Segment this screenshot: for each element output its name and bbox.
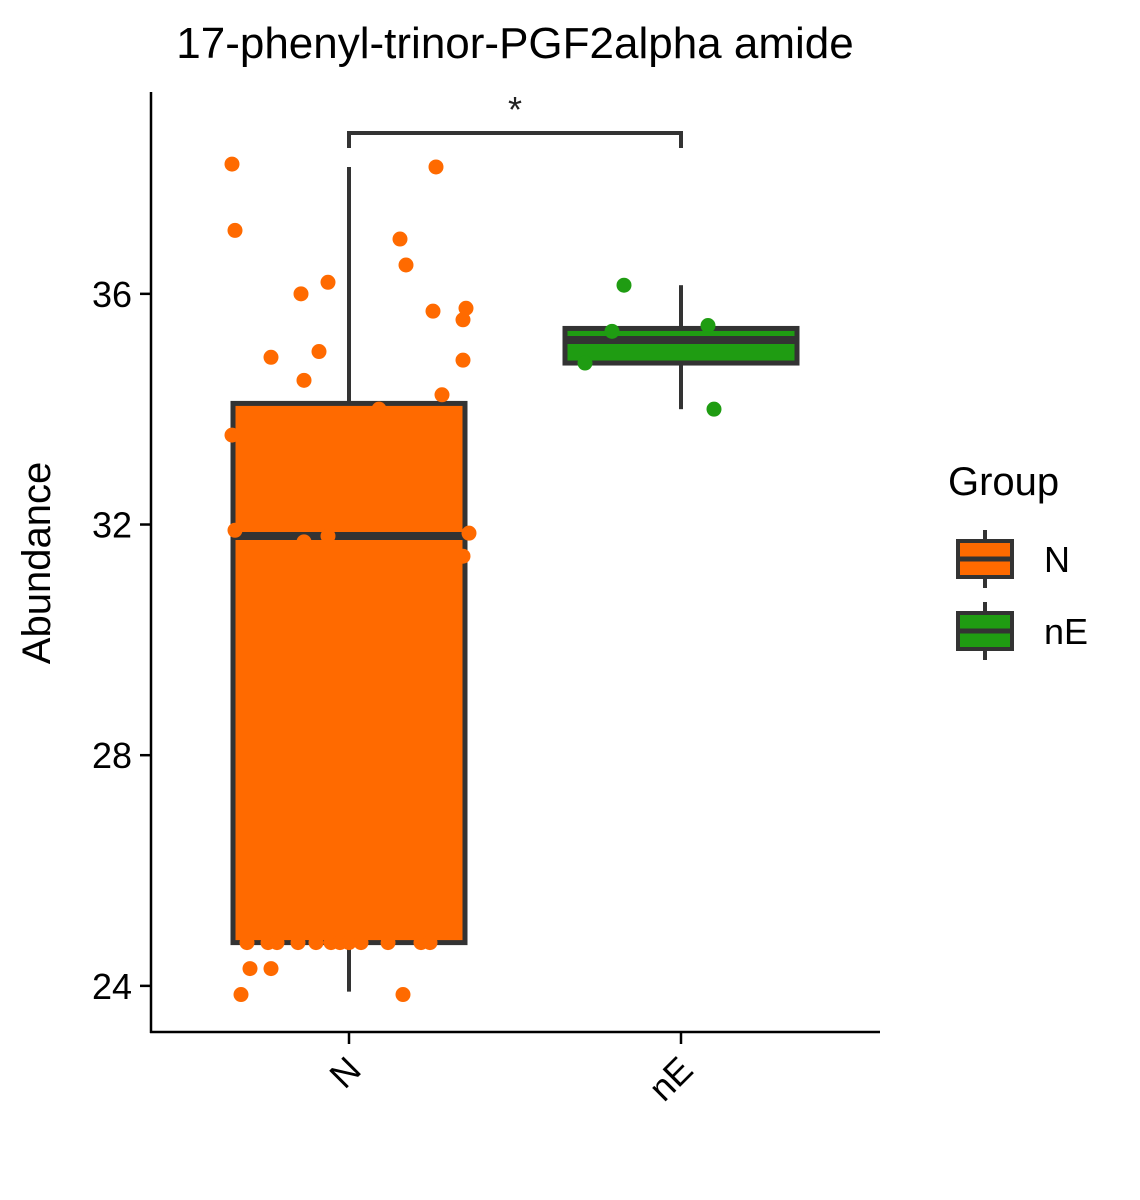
significance-label: * — [508, 89, 522, 130]
data-point — [428, 159, 444, 175]
data-point — [455, 548, 471, 564]
data-point — [616, 277, 632, 293]
box-group-ne — [562, 285, 800, 410]
box — [562, 325, 800, 366]
data-point — [353, 935, 369, 951]
data-point — [706, 401, 722, 417]
data-point — [434, 387, 450, 403]
data-point — [263, 961, 279, 977]
data-point — [242, 961, 258, 977]
x-tick-label: N — [321, 1049, 368, 1096]
data-point — [380, 935, 396, 951]
legend-label: nE — [1044, 611, 1088, 652]
y-axis-ticks: 24 28 32 36 — [92, 274, 151, 1007]
data-point — [341, 935, 357, 951]
data-point — [425, 303, 441, 319]
data-point — [398, 257, 414, 273]
data-point — [269, 935, 285, 951]
legend: Group NnE — [948, 460, 1088, 660]
data-point — [311, 344, 327, 360]
data-point — [700, 318, 716, 334]
data-point — [224, 427, 240, 443]
chart-title: 17-phenyl-trinor-PGF2alpha amide — [176, 19, 853, 68]
y-axis-label: Abundance — [15, 462, 59, 664]
data-point — [458, 300, 474, 316]
y-tick-label: 32 — [92, 505, 132, 546]
y-tick-label: 36 — [92, 274, 132, 315]
data-point — [224, 156, 240, 172]
data-point — [604, 323, 620, 339]
legend-item-n: N — [956, 530, 1070, 588]
data-point — [422, 935, 438, 951]
box — [230, 400, 468, 946]
data-point — [395, 987, 411, 1003]
data-point — [263, 349, 279, 365]
data-point — [293, 286, 309, 302]
data-point — [308, 935, 324, 951]
points-ne — [577, 277, 722, 417]
data-point — [296, 534, 312, 550]
data-point — [227, 522, 243, 538]
data-point — [227, 222, 243, 238]
legend-title: Group — [948, 460, 1059, 504]
data-point — [371, 401, 387, 417]
points-n — [224, 156, 477, 1003]
data-point — [233, 987, 249, 1003]
data-point — [461, 525, 477, 541]
legend-item-ne: nE — [956, 602, 1088, 660]
data-point — [455, 352, 471, 368]
significance-bracket — [347, 131, 683, 148]
data-point — [290, 935, 306, 951]
plot-area — [224, 156, 800, 1003]
data-point — [455, 312, 471, 328]
x-tick-label: nE — [641, 1049, 701, 1109]
data-point — [392, 231, 408, 247]
legend-label: N — [1044, 539, 1070, 580]
y-tick-label: 28 — [92, 735, 132, 776]
data-point — [239, 935, 255, 951]
significance-annotation: * — [347, 89, 683, 148]
y-tick-label: 24 — [92, 966, 132, 1007]
box-group-n — [230, 166, 468, 992]
data-point — [320, 274, 336, 290]
data-point — [577, 355, 593, 371]
data-point — [320, 528, 336, 544]
data-point — [296, 372, 312, 388]
